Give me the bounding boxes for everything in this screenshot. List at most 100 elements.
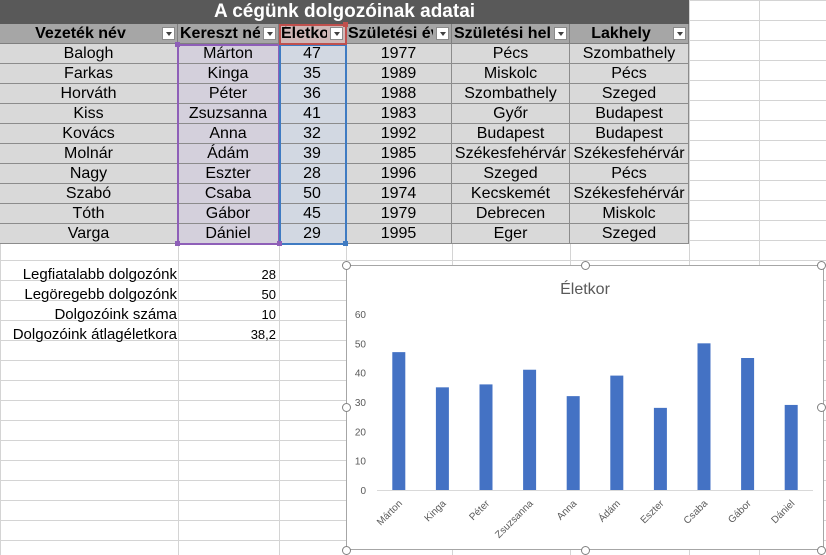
header-age[interactable]: Életkor bbox=[279, 24, 346, 44]
chart-resize-handle[interactable] bbox=[580, 545, 590, 555]
stat-label[interactable]: Legfiatalabb dolgozónk bbox=[22, 266, 177, 283]
cell-last-name[interactable]: Horváth bbox=[0, 84, 178, 104]
range-resize-handle[interactable] bbox=[175, 42, 180, 47]
range-resize-handle[interactable] bbox=[277, 241, 282, 246]
filter-dropdown-icon[interactable] bbox=[436, 27, 449, 40]
cell-last-name[interactable]: Varga bbox=[0, 224, 178, 244]
cell-birth-year[interactable]: 1988 bbox=[346, 84, 452, 104]
filter-dropdown-icon[interactable] bbox=[263, 27, 276, 40]
cell-age[interactable]: 32 bbox=[279, 124, 346, 144]
bar-Zsuzsanna bbox=[523, 369, 537, 490]
cell-first-name[interactable]: Csaba bbox=[178, 184, 279, 204]
age-chart[interactable]: Életkor 0 10 20 30 40 50 60 Márton Kinga Péter Zsuz… bbox=[346, 265, 824, 550]
stat-value[interactable]: 10 bbox=[261, 307, 276, 322]
filter-dropdown-icon[interactable] bbox=[554, 27, 567, 40]
filter-dropdown-icon[interactable] bbox=[673, 27, 686, 40]
cell-age[interactable]: 28 bbox=[279, 164, 346, 184]
cell-birth-year[interactable]: 1989 bbox=[346, 64, 452, 84]
cell-birth-place[interactable]: Miskolc bbox=[452, 64, 570, 84]
cell-birth-year[interactable]: 1992 bbox=[346, 124, 452, 144]
y-tick-label: 30 bbox=[355, 398, 367, 409]
column-gridline bbox=[178, 0, 179, 555]
cell-age[interactable]: 47 bbox=[279, 44, 346, 64]
cell-last-name[interactable]: Kovács bbox=[0, 124, 178, 144]
stat-value[interactable]: 38,2 bbox=[250, 327, 276, 342]
cell-last-name[interactable]: Molnár bbox=[0, 144, 178, 164]
cell-first-name[interactable]: Ádám bbox=[178, 144, 279, 164]
y-tick-label: 40 bbox=[355, 369, 367, 380]
cell-birth-place[interactable]: Budapest bbox=[452, 124, 570, 144]
chart-resize-handle[interactable] bbox=[817, 403, 826, 412]
cell-birth-year[interactable]: 1985 bbox=[346, 144, 452, 164]
cell-birth-year[interactable]: 1996 bbox=[346, 164, 452, 184]
cell-birth-year[interactable]: 1977 bbox=[346, 44, 452, 64]
cell-first-name[interactable]: Eszter bbox=[178, 164, 279, 184]
stat-value[interactable]: 50 bbox=[261, 287, 276, 302]
range-resize-handle[interactable] bbox=[343, 22, 348, 27]
cell-residence[interactable]: Szeged bbox=[570, 224, 689, 244]
cell-residence[interactable]: Budapest bbox=[570, 104, 689, 124]
cell-last-name[interactable]: Nagy bbox=[0, 164, 178, 184]
range-resize-handle[interactable] bbox=[175, 241, 180, 246]
cell-first-name[interactable]: Gábor bbox=[178, 204, 279, 224]
cell-residence[interactable]: Pécs bbox=[570, 64, 689, 84]
cell-residence[interactable]: Szombathely bbox=[570, 44, 689, 64]
cell-last-name[interactable]: Kiss bbox=[0, 104, 178, 124]
cell-last-name[interactable]: Balogh bbox=[0, 44, 178, 64]
cell-first-name[interactable]: Kinga bbox=[178, 64, 279, 84]
chart-resize-handle[interactable] bbox=[580, 260, 590, 270]
cell-first-name[interactable]: Péter bbox=[178, 84, 279, 104]
cell-last-name[interactable]: Szabó bbox=[0, 184, 178, 204]
chart-resize-handle[interactable] bbox=[341, 260, 351, 270]
chart-resize-handle[interactable] bbox=[817, 545, 826, 555]
cell-last-name[interactable]: Tóth bbox=[0, 204, 178, 224]
cell-birth-place[interactable]: Debrecen bbox=[452, 204, 570, 224]
chart-resize-handle[interactable] bbox=[341, 545, 351, 555]
cell-age[interactable]: 36 bbox=[279, 84, 346, 104]
cell-age[interactable]: 35 bbox=[279, 64, 346, 84]
cell-birth-year[interactable]: 1995 bbox=[346, 224, 452, 244]
cell-birth-place[interactable]: Kecskemét bbox=[452, 184, 570, 204]
cell-age[interactable]: 29 bbox=[279, 224, 346, 244]
cell-residence[interactable]: Székesfehérvár bbox=[570, 144, 689, 164]
stat-value[interactable]: 28 bbox=[261, 267, 276, 282]
header-birth-place[interactable]: Születési hely bbox=[452, 24, 570, 44]
header-label: Életkor bbox=[281, 25, 327, 42]
filter-dropdown-icon[interactable] bbox=[330, 27, 343, 40]
cell-residence[interactable]: Szeged bbox=[570, 84, 689, 104]
cell-birth-place[interactable]: Szeged bbox=[452, 164, 570, 184]
cell-age[interactable]: 50 bbox=[279, 184, 346, 204]
cell-last-name[interactable]: Farkas bbox=[0, 64, 178, 84]
cell-birth-place[interactable]: Pécs bbox=[452, 44, 570, 64]
table-title[interactable]: A cégünk dolgozóinak adatai bbox=[0, 0, 689, 24]
cell-age[interactable]: 45 bbox=[279, 204, 346, 224]
cell-birth-year[interactable]: 1979 bbox=[346, 204, 452, 224]
stat-label[interactable]: Dolgozóink száma bbox=[54, 306, 177, 323]
cell-residence[interactable]: Budapest bbox=[570, 124, 689, 144]
filter-dropdown-icon[interactable] bbox=[162, 27, 175, 40]
cell-birth-year[interactable]: 1974 bbox=[346, 184, 452, 204]
stat-label[interactable]: Legöregebb dolgozónk bbox=[24, 286, 177, 303]
cell-age[interactable]: 39 bbox=[279, 144, 346, 164]
cell-birth-place[interactable]: Székesfehérvár bbox=[452, 144, 570, 164]
header-birth-year[interactable]: Születési év bbox=[346, 24, 452, 44]
cell-first-name[interactable]: Zsuzsanna bbox=[178, 104, 279, 124]
cell-first-name[interactable]: Márton bbox=[178, 44, 279, 64]
cell-residence[interactable]: Pécs bbox=[570, 164, 689, 184]
cell-birth-year[interactable]: 1983 bbox=[346, 104, 452, 124]
header-first-name[interactable]: Kereszt név bbox=[178, 24, 279, 44]
cell-residence[interactable]: Székesfehérvár bbox=[570, 184, 689, 204]
chart-resize-handle[interactable] bbox=[817, 260, 826, 270]
cell-first-name[interactable]: Anna bbox=[178, 124, 279, 144]
stat-label[interactable]: Dolgozóink átlagéletkora bbox=[12, 326, 177, 343]
cell-first-name[interactable]: Dániel bbox=[178, 224, 279, 244]
header-residence[interactable]: Lakhely bbox=[570, 24, 689, 44]
range-resize-handle[interactable] bbox=[343, 241, 348, 246]
header-last-name[interactable]: Vezeték név bbox=[0, 24, 178, 44]
cell-birth-place[interactable]: Eger bbox=[452, 224, 570, 244]
cell-age[interactable]: 41 bbox=[279, 104, 346, 124]
cell-birth-place[interactable]: Szombathely bbox=[452, 84, 570, 104]
cell-residence[interactable]: Miskolc bbox=[570, 204, 689, 224]
chart-resize-handle[interactable] bbox=[341, 403, 351, 412]
cell-birth-place[interactable]: Győr bbox=[452, 104, 570, 124]
